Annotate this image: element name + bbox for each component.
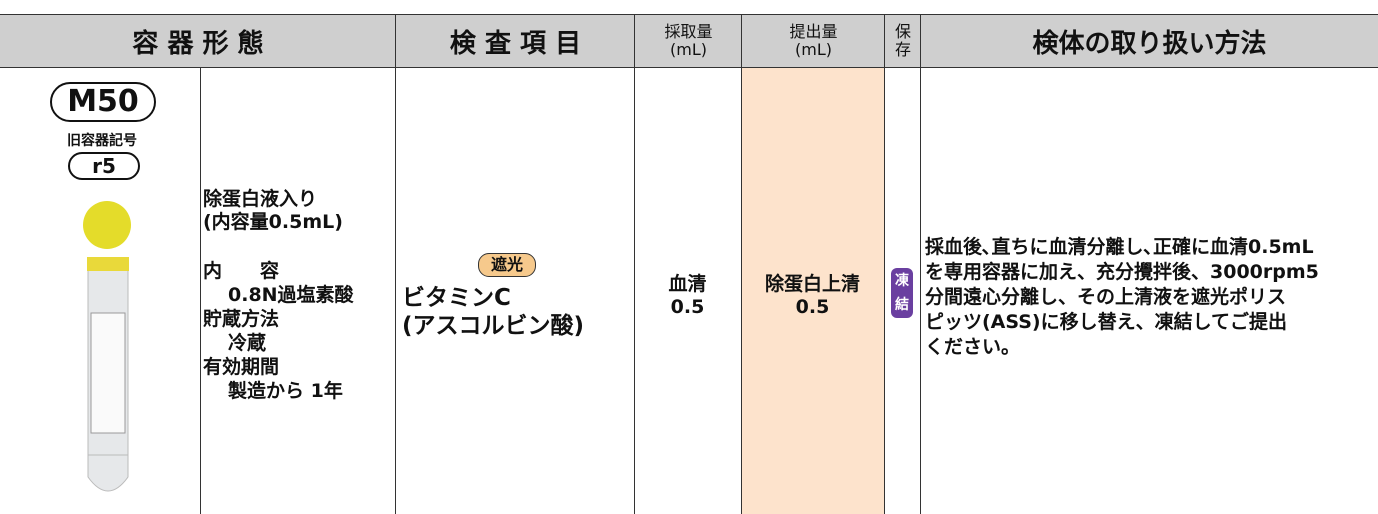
container-info: 除蛋白液入り [203, 188, 318, 210]
handling-line: ください。 [925, 336, 1021, 358]
sampling: 血清 [668, 273, 707, 295]
container-info: (内容量0.5mL) [203, 211, 343, 233]
column-line [200, 68, 201, 514]
cap [83, 201, 131, 249]
header-text: 検 査 項 目 [449, 28, 582, 59]
container-code: M50 [50, 82, 156, 122]
column-line [884, 68, 885, 514]
handling: 採血後､直ちに血清分離し､正確に血清0.5mL を専用容器に加え、充分攪拌後、3… [925, 235, 1319, 360]
column-line [634, 68, 635, 514]
submission: 除蛋白上清 [764, 273, 860, 295]
sampling: 0.5 [670, 296, 705, 318]
container-info: 貯蔵方法 [203, 308, 280, 330]
storage-badge: 凍結 [891, 268, 913, 318]
submission: 0.5 [795, 296, 830, 318]
header-text: 提出量 [789, 22, 838, 41]
tube-rim [87, 257, 129, 271]
header-text: 容 器 形 態 [132, 28, 264, 59]
column-line [920, 68, 921, 514]
old-code-label: 旧容器記号 [67, 133, 137, 149]
header-cell: 容 器 形 態 [0, 14, 396, 68]
container-info: 有効期間 [203, 356, 280, 378]
header-text: (mL) [670, 40, 707, 59]
column-line [395, 68, 396, 514]
header-text: 採取量 [664, 22, 713, 41]
header-cell: 検体の取り扱い方法 [920, 14, 1378, 68]
header-cell: 検 査 項 目 [395, 14, 635, 68]
header-cell: 保存 [884, 14, 921, 68]
handling-line: 採血後､直ちに血清分離し､正確に血清0.5mL [925, 236, 1314, 258]
test-name: (アスコルビン酸) [402, 313, 585, 339]
handling-line: を専用容器に加え、充分攪拌後、3000rpm5 [925, 261, 1319, 283]
header-text: 保 [894, 22, 911, 41]
column-line [741, 68, 742, 514]
test-name: ビタミンC [402, 285, 511, 311]
container-info: 製造から 1年 [228, 380, 343, 402]
container-info: 冷蔵 [228, 332, 267, 354]
header-text: 検体の取り扱い方法 [1032, 28, 1267, 59]
header-cell: 採取量 (mL) [634, 14, 742, 68]
container-info: 内 容 [203, 260, 280, 282]
container-info: 0.8N過塩素酸 [228, 284, 354, 306]
old-code: r5 [68, 152, 140, 180]
submission-bg [741, 68, 884, 514]
handling-line: 分間遠心分離し、その上清液を遮光ポリス [925, 286, 1287, 308]
header-cell: 提出量 (mL) [741, 14, 885, 68]
shade-badge: 遮光 [478, 253, 536, 277]
storage-text: 凍 [895, 273, 909, 289]
handling-line: ピッツ(ASS)に移し替え、凍結してご提出 [925, 311, 1288, 333]
tube-label [90, 312, 126, 434]
header-text: 存 [894, 40, 911, 59]
storage-text: 結 [895, 297, 909, 313]
tube-image [83, 201, 131, 492]
tube-bottom [87, 454, 129, 492]
header-text: (mL) [795, 40, 832, 59]
